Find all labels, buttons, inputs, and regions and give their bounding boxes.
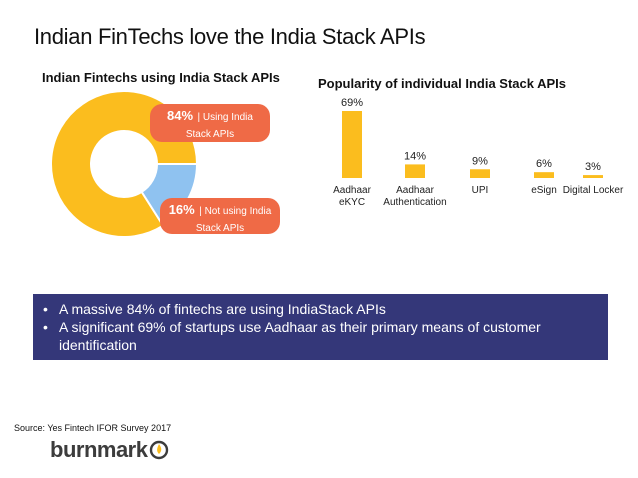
bar-category-label: eKYC: [339, 197, 365, 208]
bar-data-label: 69%: [341, 97, 363, 109]
bar: [470, 169, 490, 178]
bar-category-label: Aadhaar: [396, 185, 434, 196]
callout-not-pct: 16%: [168, 202, 195, 217]
bar: [534, 172, 554, 178]
callout-using-pct: 84%: [167, 108, 194, 123]
bar-data-label: 6%: [536, 158, 552, 170]
bar-data-label: 3%: [585, 161, 601, 173]
bar-chart-title: Popularity of individual India Stack API…: [318, 76, 567, 91]
bar-category-label: UPI: [472, 185, 489, 196]
source-note: Source: Yes Fintech IFOR Survey 2017: [14, 423, 172, 433]
donut-chart-title: Indian Fintechs using India Stack APIs: [42, 70, 280, 85]
callout-using: 84% | Using India Stack APIs: [150, 104, 270, 142]
bar-category-label: Authentication: [383, 197, 446, 208]
summary-bullet: A significant 69% of startups use Aadhaa…: [41, 318, 598, 354]
logo-text: burnmark: [50, 437, 148, 462]
callout-using-label: | Using India Stack APIs: [185, 112, 253, 140]
bar-data-label: 9%: [472, 155, 488, 167]
bar: [583, 175, 603, 178]
callout-not-using: 16% | Not using India Stack APIs: [160, 198, 280, 234]
summary-bullet: A massive 84% of fintechs are using Indi…: [41, 300, 598, 318]
brand-logo: burnmark: [50, 437, 169, 463]
bar-category-label: Aadhaar: [333, 185, 371, 196]
callout-not-label: | Not using India Stack APIs: [195, 206, 272, 234]
flame-circle-icon: [150, 440, 169, 460]
bar-chart: 69%AadhaareKYC14%AadhaarAuthentication9%…: [333, 97, 624, 208]
summary-box: A massive 84% of fintechs are using Indi…: [33, 294, 608, 360]
bar: [405, 164, 425, 178]
bar-category-label: Digital Locker: [563, 185, 624, 196]
bar-category-label: eSign: [531, 185, 557, 196]
bar-data-label: 14%: [404, 150, 426, 162]
page-title: Indian FinTechs love the India Stack API…: [34, 24, 426, 49]
bar: [342, 111, 362, 178]
